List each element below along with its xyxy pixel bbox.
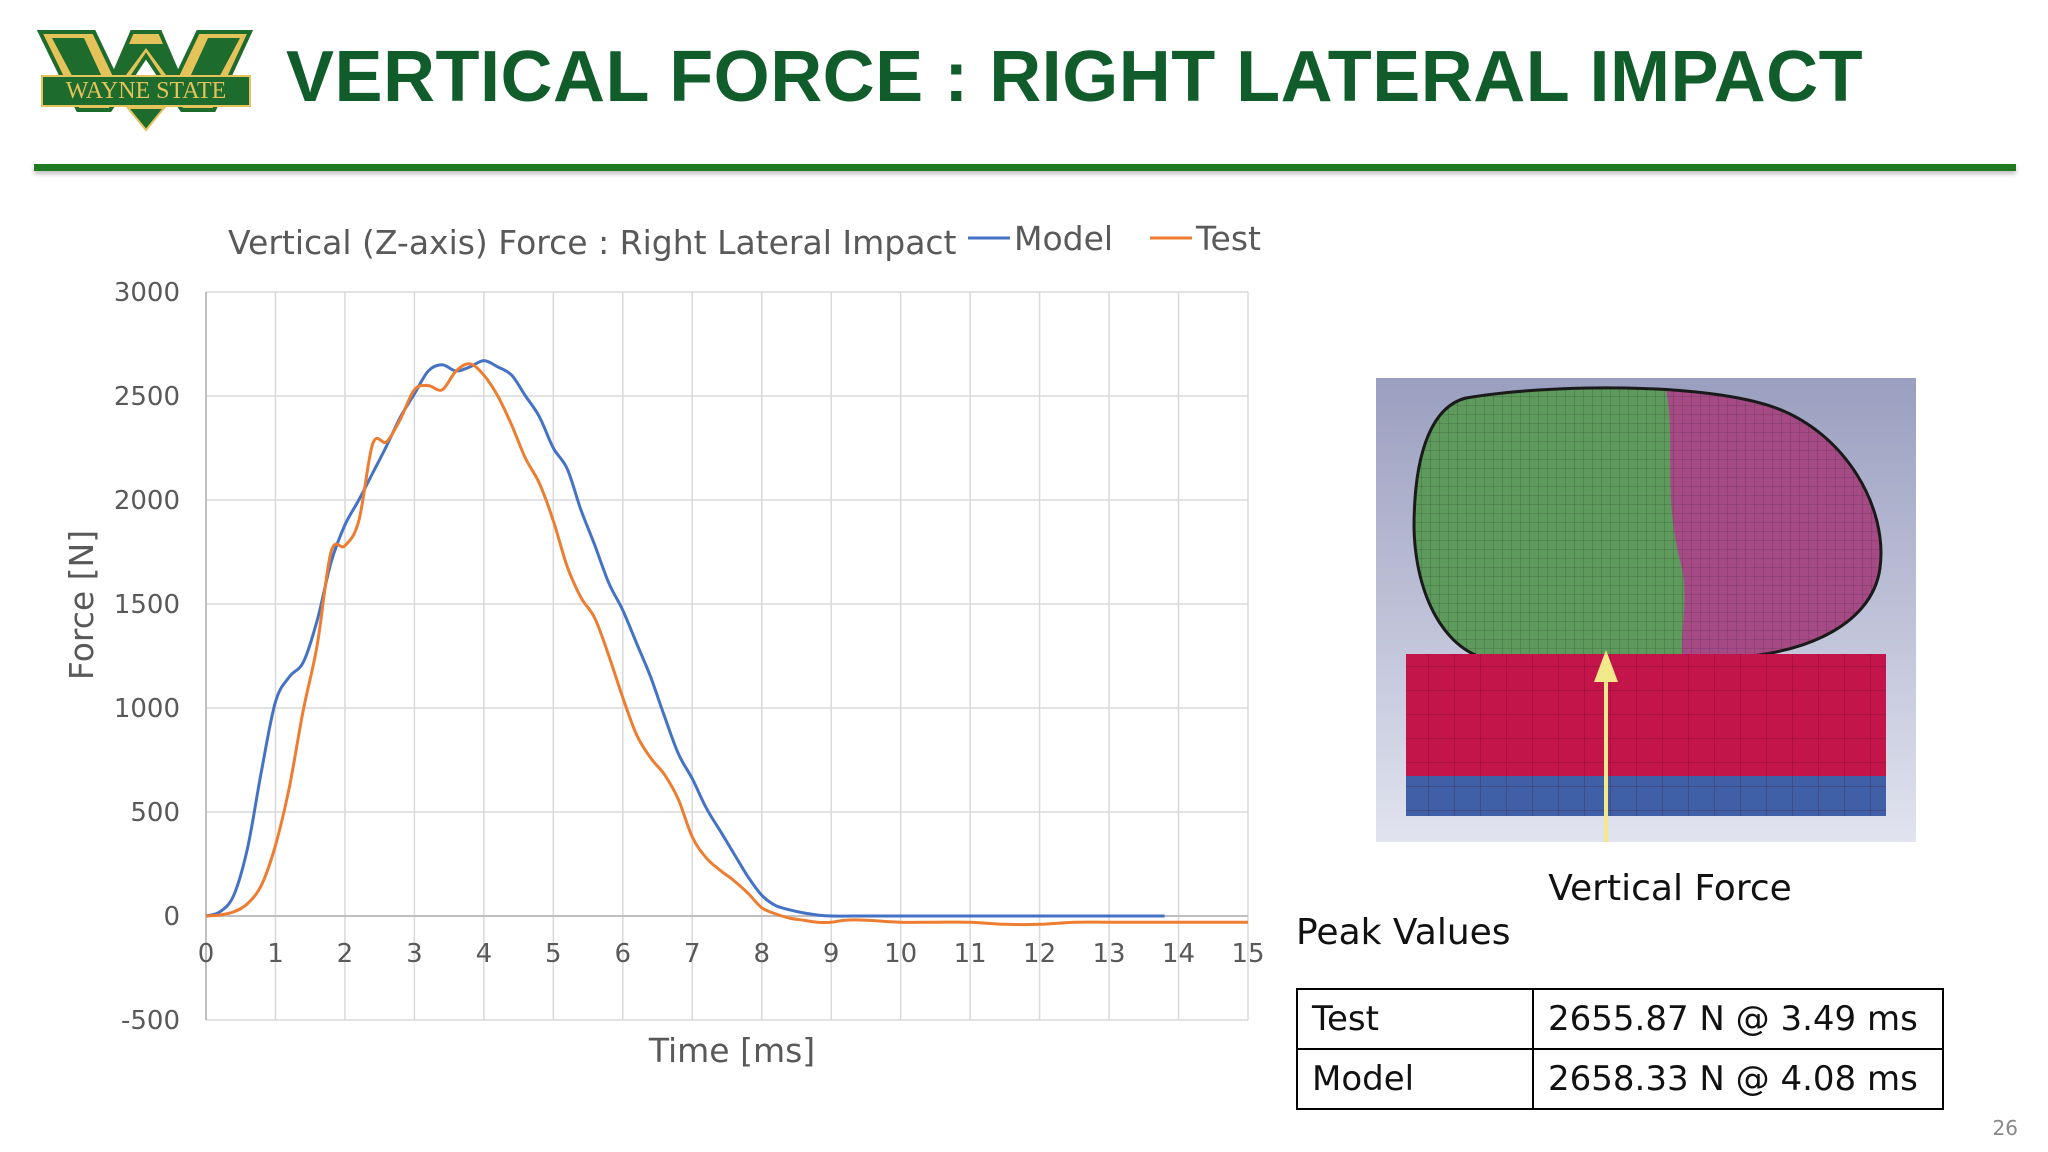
peak-values-heading: Peak Values (1296, 912, 1511, 953)
legend-model-label: Model (1014, 219, 1113, 258)
x-tick-label: 2 (337, 939, 354, 969)
y-tick-label: -500 (121, 1006, 180, 1036)
y-tick-label: 3000 (114, 278, 180, 308)
peak-value-test: 2655.87 N @ 3.49 ms (1532, 988, 1944, 1050)
x-tick-label: 3 (406, 939, 423, 969)
table-row: Model 2658.33 N @ 4.08 ms (1296, 1048, 1944, 1110)
y-tick-label: 1500 (114, 590, 180, 620)
x-tick-label: 9 (823, 939, 840, 969)
title-divider (34, 164, 2016, 171)
x-axis-label: Time [ms] (648, 1031, 815, 1070)
legend: Model Test (968, 219, 1261, 258)
x-tick-label: 11 (954, 939, 987, 969)
force-time-chart: 0 1 2 3 4 5 6 7 8 9 10 11 12 13 14 15-50005001000150020… (62, 219, 1265, 1070)
wayne-state-logo: WAYNE STATE (36, 30, 254, 132)
x-tick-label: 15 (1231, 939, 1264, 969)
head-model-figure (1376, 378, 1916, 842)
chart-tick-labels: 0 1 2 3 4 5 6 7 8 9 10 11 12 13 14 15-50005001000150020… (114, 278, 1265, 1036)
peak-label-model: Model (1296, 1048, 1534, 1110)
chart-grid (205, 291, 1249, 1021)
force-arrow-head (1594, 650, 1618, 682)
peak-value-model: 2658.33 N @ 4.08 ms (1532, 1048, 1944, 1110)
y-tick-label: 2000 (114, 486, 180, 516)
x-tick-label: 0 (198, 939, 215, 969)
y-axis-label: Force [N] (62, 530, 101, 680)
x-tick-label: 10 (884, 939, 917, 969)
legend-test-label: Test (1195, 219, 1261, 258)
x-tick-label: 7 (684, 939, 701, 969)
x-tick-label: 12 (1023, 939, 1056, 969)
slide-title: VERTICAL FORCE : RIGHT LATERAL IMPACT (286, 37, 1864, 117)
chart-axes (205, 292, 1248, 1020)
y-tick-label: 500 (130, 798, 180, 828)
x-tick-label: 8 (753, 939, 770, 969)
x-tick-label: 4 (476, 939, 493, 969)
x-tick-label: 14 (1162, 939, 1195, 969)
x-tick-label: 6 (615, 939, 632, 969)
chart-series (205, 359, 1248, 927)
x-tick-label: 5 (545, 939, 562, 969)
x-tick-label: 1 (267, 939, 284, 969)
x-tick-label: 13 (1093, 939, 1126, 969)
figure-caption: Vertical Force (1548, 868, 1792, 909)
y-tick-label: 0 (163, 902, 180, 932)
peak-label-test: Test (1296, 988, 1534, 1050)
y-tick-label: 1000 (114, 694, 180, 724)
series-line-test (205, 362, 1248, 927)
table-row: Test 2655.87 N @ 3.49 ms (1296, 988, 1944, 1050)
series-line-model (205, 359, 1165, 918)
y-tick-label: 2500 (114, 382, 180, 412)
chart-title: Vertical (Z-axis) Force : Right Lateral … (228, 223, 957, 262)
head-outline (1412, 386, 1883, 662)
logo-text: WAYNE STATE (66, 78, 227, 104)
peak-values-table: Test 2655.87 N @ 3.49 ms Model 2658.33 N… (1296, 988, 1944, 1110)
page-number: 26 (1992, 1116, 2018, 1140)
